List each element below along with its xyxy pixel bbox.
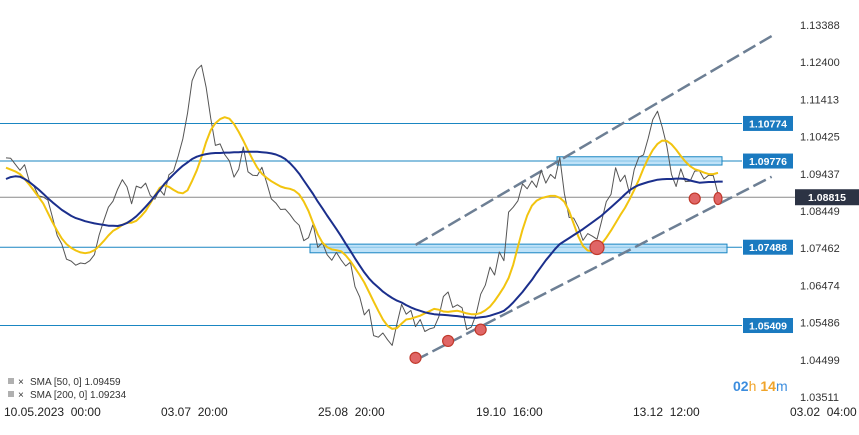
zone-0[interactable] bbox=[556, 156, 723, 166]
level-tag-bg-1.05409[interactable] bbox=[743, 318, 793, 334]
series-price bbox=[5, 64, 719, 346]
zones bbox=[309, 156, 728, 254]
horizontal-levels bbox=[0, 122, 795, 327]
series-sma200 bbox=[5, 150, 723, 319]
x-axis-ticks: 10.05.2023 00:00 03.07 20:00 25.08 20:00 19… bbox=[4, 405, 857, 419]
y-tick-1.08449: 1.08449 bbox=[800, 206, 840, 218]
timer-m-label: m bbox=[776, 378, 788, 394]
x-tick-0: 10.05.2023 00:00 bbox=[4, 405, 101, 419]
x-tick-4: 13.12 12:00 bbox=[633, 405, 700, 419]
level-tag-bg-1.09776[interactable] bbox=[743, 153, 793, 169]
y-tick-1.07462: 1.07462 bbox=[800, 243, 840, 255]
channel-upper[interactable] bbox=[414, 34, 773, 246]
x-tick-3: 19.10 16:00 bbox=[476, 405, 543, 419]
current-price-label: 1.08815 bbox=[808, 192, 846, 204]
current-price-bg bbox=[795, 189, 859, 206]
series-sma50 bbox=[5, 116, 719, 330]
marker-1[interactable] bbox=[441, 334, 455, 348]
x-tick-1: 03.07 20:00 bbox=[161, 405, 228, 419]
legend-sma200-icon bbox=[8, 391, 14, 397]
y-tick-1.05486: 1.05486 bbox=[800, 318, 840, 330]
marker-3[interactable] bbox=[589, 239, 605, 256]
level-tags: 1.10774 1.09776 1.07488 1.05409 1.08815 bbox=[743, 115, 859, 334]
marker-current[interactable] bbox=[713, 191, 723, 206]
y-tick-1.12400: 1.12400 bbox=[800, 57, 840, 69]
legend-item-sma50[interactable]: × SMA [50, 0] 1.09459 bbox=[8, 377, 121, 388]
timer-hours: 02 bbox=[733, 378, 749, 394]
legend-item-sma200[interactable]: × SMA [200, 0] 1.09234 bbox=[8, 390, 127, 401]
level-tag-1.09776: 1.09776 bbox=[749, 156, 787, 168]
marker-0[interactable] bbox=[409, 351, 422, 364]
level-tag-1.05409: 1.05409 bbox=[749, 321, 787, 333]
level-tag-1.07488: 1.07488 bbox=[749, 242, 787, 254]
level-tag-bg-1.10774[interactable] bbox=[743, 115, 793, 131]
x-tick-5: 03.02 04:00 bbox=[790, 405, 857, 419]
x-tick-2: 25.08 20:00 bbox=[318, 405, 385, 419]
y-axis-ticks: 1.13388 1.12400 1.11413 1.10425 1.09437 1.084… bbox=[800, 20, 840, 404]
legend-sma50-icon bbox=[8, 378, 14, 384]
legend-sma50-close-icon[interactable]: × bbox=[18, 377, 24, 388]
level-tag-1.10774: 1.10774 bbox=[749, 118, 787, 130]
y-tick-1.10425: 1.10425 bbox=[800, 132, 840, 144]
y-tick-1.11413: 1.11413 bbox=[800, 94, 839, 106]
y-tick-1.09437: 1.09437 bbox=[800, 169, 840, 181]
y-tick-1.06474: 1.06474 bbox=[800, 280, 840, 292]
legend-sma50-label: SMA [50, 0] 1.09459 bbox=[30, 377, 121, 388]
timer-minutes: 14 bbox=[760, 378, 776, 394]
legend-sma200-close-icon[interactable]: × bbox=[18, 390, 24, 401]
marker-4[interactable] bbox=[688, 192, 701, 205]
marker-2[interactable] bbox=[474, 323, 487, 336]
y-tick-1.04499: 1.04499 bbox=[800, 355, 840, 367]
level-tag-bg-1.07488[interactable] bbox=[743, 239, 793, 255]
timer-h-label: h bbox=[749, 378, 757, 394]
markers bbox=[409, 191, 723, 364]
legend-sma200-label: SMA [200, 0] 1.09234 bbox=[30, 390, 127, 401]
legend: × SMA [50, 0] 1.09459 × SMA [200, 0] 1.0… bbox=[8, 377, 127, 401]
series-lines bbox=[5, 64, 723, 346]
countdown-timer: 02h 14m bbox=[733, 378, 788, 394]
y-tick-1.03511: 1.03511 bbox=[800, 392, 839, 404]
y-tick-1.13388: 1.13388 bbox=[800, 20, 840, 32]
